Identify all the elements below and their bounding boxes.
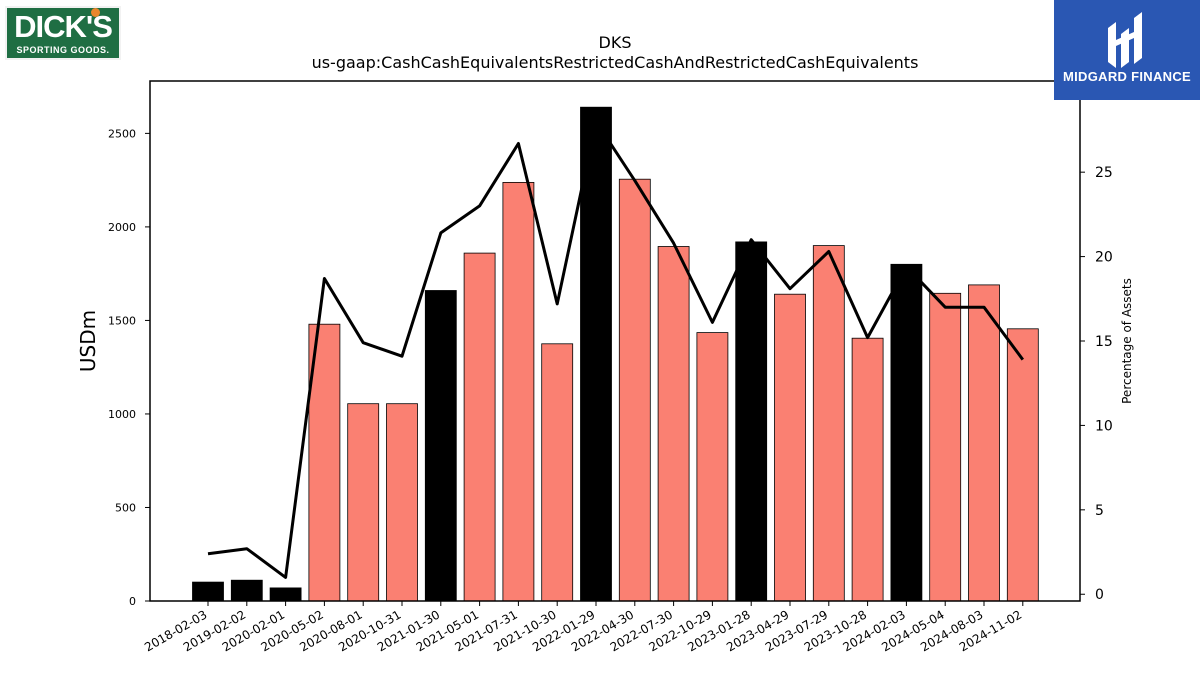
bar-2024-11-02 bbox=[1006, 328, 1039, 602]
bar-2021-01-30 bbox=[424, 290, 457, 602]
chart-title: DKS bbox=[599, 33, 632, 52]
bar-2020-05-02 bbox=[308, 323, 341, 602]
bar-2020-10-31 bbox=[386, 403, 418, 602]
bar-2019-02-02 bbox=[230, 579, 263, 602]
bars-layer bbox=[192, 106, 1039, 602]
y-tick-label: 0 bbox=[129, 595, 136, 608]
line-layer bbox=[207, 120, 1025, 579]
bar-2022-01-29 bbox=[580, 106, 612, 602]
bar-2021-10-30 bbox=[541, 343, 574, 602]
y2-axis-label: Percentage of Assets bbox=[1120, 278, 1134, 404]
bar-2018-02-03 bbox=[192, 581, 224, 602]
logo-right-name: MIDGARD FINANCE bbox=[1063, 69, 1191, 84]
bar-2022-04-30 bbox=[618, 178, 651, 602]
midgard-finance-logo: MIDGARD FINANCE bbox=[1054, 0, 1200, 100]
bar-2021-07-31 bbox=[502, 181, 535, 602]
midgard-mark-icon bbox=[1108, 12, 1142, 68]
y-tick-label: 1000 bbox=[108, 408, 136, 421]
bar-2023-10-28 bbox=[851, 337, 884, 602]
y2-tick-label: 10 bbox=[1095, 418, 1113, 434]
y2-tick-label: 25 bbox=[1095, 165, 1113, 181]
y-axis-label: USDm bbox=[76, 310, 100, 372]
bar-2024-05-04 bbox=[929, 292, 962, 602]
bar-2023-07-29 bbox=[812, 245, 845, 602]
bar-2020-02-01 bbox=[269, 587, 302, 602]
basketball-icon bbox=[91, 8, 100, 17]
chart-subtitle: us-gaap:CashCashEquivalentsRestrictedCas… bbox=[312, 53, 919, 72]
y-tick-label: 2000 bbox=[108, 221, 136, 234]
bar-2021-05-01 bbox=[463, 252, 496, 602]
logo-left-line2: SPORTING GOODS. bbox=[16, 45, 110, 55]
bar-2022-10-29 bbox=[696, 332, 729, 602]
bar-2024-08-03 bbox=[968, 284, 1000, 602]
y2-tick-label: 0 bbox=[1095, 587, 1104, 603]
y2-tick-label: 15 bbox=[1095, 334, 1113, 350]
y2-tick-label: 20 bbox=[1095, 250, 1113, 266]
y2-tick-label: 5 bbox=[1095, 503, 1104, 519]
logo-left-line1: DICK'S bbox=[14, 9, 113, 44]
dicks-sporting-goods-logo: DICK'S SPORTING GOODS. bbox=[5, 6, 121, 60]
bar-2023-01-28 bbox=[735, 241, 768, 602]
y-tick-label: 500 bbox=[115, 501, 136, 514]
bar-2022-07-30 bbox=[657, 246, 690, 602]
y-tick-label: 2500 bbox=[108, 127, 136, 140]
bar-2024-02-03 bbox=[890, 263, 923, 602]
y-tick-label: 1500 bbox=[108, 314, 136, 327]
bar-2020-08-01 bbox=[347, 403, 380, 602]
bar-2023-04-29 bbox=[774, 293, 806, 602]
percentage-of-assets-line bbox=[207, 120, 1025, 579]
